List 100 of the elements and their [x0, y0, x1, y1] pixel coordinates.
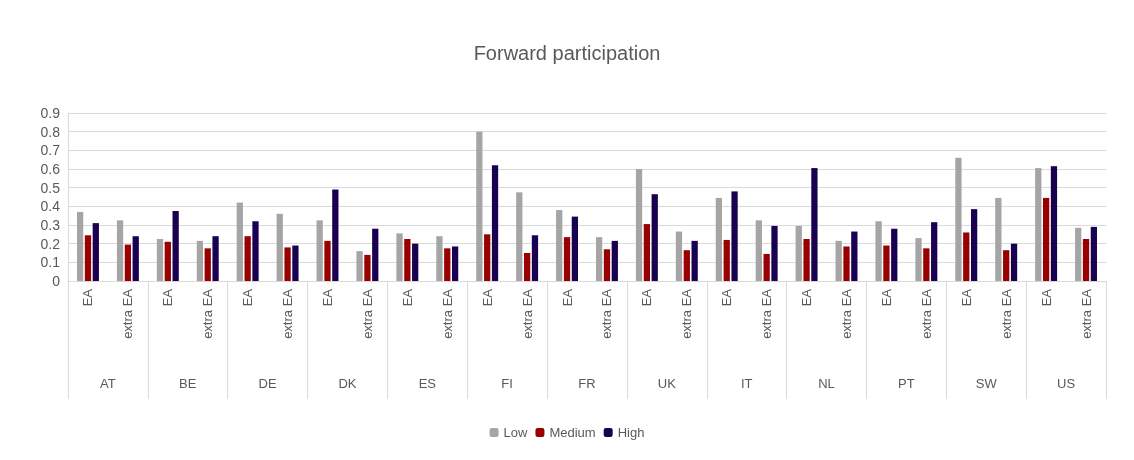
text: BE	[179, 376, 197, 391]
bar	[196, 240, 204, 281]
bar	[491, 165, 499, 281]
bar	[923, 248, 930, 281]
bar	[771, 225, 778, 281]
bar	[1035, 168, 1042, 281]
x-tick-label: EA	[559, 288, 575, 307]
bar	[563, 237, 571, 281]
bar	[124, 244, 132, 281]
bar	[523, 253, 531, 281]
x-tick-label: extra EA	[120, 288, 136, 339]
bar	[1042, 197, 1050, 281]
text: AT	[100, 376, 116, 391]
x-tick-label: EA	[320, 288, 335, 307]
x-tick-label: EA	[799, 288, 815, 307]
x-tick-label: EA	[479, 288, 495, 307]
y-tick-label: 0.2	[40, 235, 61, 252]
x-tick-label: extra EA	[280, 288, 296, 339]
y-tick-label: 0.4	[40, 198, 61, 215]
x-tick-label: extra EA	[679, 288, 695, 339]
bar	[963, 232, 970, 281]
bar	[292, 245, 299, 281]
x-tick-label: extra EA	[1078, 288, 1094, 339]
bar	[531, 235, 539, 281]
bar	[444, 248, 451, 281]
text: DE	[258, 376, 277, 391]
bar	[675, 231, 683, 281]
x-tick-label: extra EA	[599, 288, 615, 339]
x-tick-label: EA	[80, 288, 96, 307]
x-tick-label: EA	[160, 288, 176, 307]
bar	[412, 243, 419, 281]
x-tick-label: extra EA	[359, 288, 375, 339]
bar	[356, 251, 363, 281]
text: IT	[740, 376, 753, 391]
bar	[476, 131, 483, 281]
bar	[803, 239, 810, 281]
x-tick-label: extra EA	[839, 288, 854, 339]
bar	[76, 211, 84, 281]
text: US	[1057, 376, 1076, 391]
bar	[1003, 250, 1010, 281]
bar	[970, 209, 978, 281]
bar	[1082, 239, 1090, 281]
legend-label: Low	[503, 425, 529, 440]
x-tick-label: extra EA	[439, 288, 455, 339]
x-tick-label: extra EA	[759, 288, 775, 339]
y-tick-label: 0.1	[40, 254, 61, 271]
bar	[276, 213, 283, 281]
text: SW	[975, 376, 998, 391]
bar	[172, 211, 179, 281]
bar	[715, 197, 723, 281]
bar	[595, 237, 603, 281]
bar	[811, 168, 818, 281]
bar	[915, 238, 922, 281]
bar	[1090, 226, 1098, 281]
bar	[404, 239, 411, 281]
bar	[212, 236, 219, 281]
bar	[116, 220, 124, 281]
text: FI	[501, 376, 513, 391]
chart-title: Forward participation	[473, 42, 661, 64]
x-tick-label: EA	[1038, 288, 1054, 307]
x-tick-label: extra EA	[519, 288, 535, 339]
legend-label: Medium	[549, 425, 596, 440]
y-tick-label: 0.5	[40, 179, 61, 196]
text: FR	[578, 376, 596, 391]
bar	[835, 240, 842, 281]
bar	[635, 169, 643, 281]
y-tick-label: 0.9	[40, 105, 61, 121]
bar	[883, 245, 890, 281]
bar	[1075, 227, 1082, 281]
bar	[683, 250, 690, 281]
bar	[364, 254, 371, 281]
bar	[436, 236, 443, 281]
bar	[843, 246, 850, 281]
y-tick-label: 0.7	[40, 142, 61, 159]
bar	[484, 234, 491, 281]
y-tick-label: 0.3	[40, 217, 61, 233]
y-tick-label: 0.6	[40, 161, 61, 177]
bar	[132, 236, 139, 281]
bar	[643, 224, 651, 281]
x-tick-label: EA	[719, 288, 735, 307]
bar	[851, 231, 858, 281]
bar	[571, 216, 579, 281]
bar	[611, 240, 618, 281]
bar	[691, 240, 698, 281]
y-tick-label: 0	[52, 273, 61, 289]
bar	[763, 253, 770, 281]
bar	[451, 246, 459, 281]
x-tick-label: extra EA	[998, 288, 1014, 339]
bar	[955, 157, 962, 281]
bar	[516, 192, 523, 281]
bar	[651, 194, 658, 281]
bar	[396, 233, 403, 281]
text: UK	[657, 376, 677, 391]
bar	[755, 220, 762, 281]
bar	[164, 241, 171, 281]
bar	[1050, 166, 1058, 281]
bar	[204, 248, 211, 281]
text: NL	[818, 376, 835, 391]
bar	[252, 221, 259, 281]
x-tick-label: EA	[399, 288, 415, 307]
